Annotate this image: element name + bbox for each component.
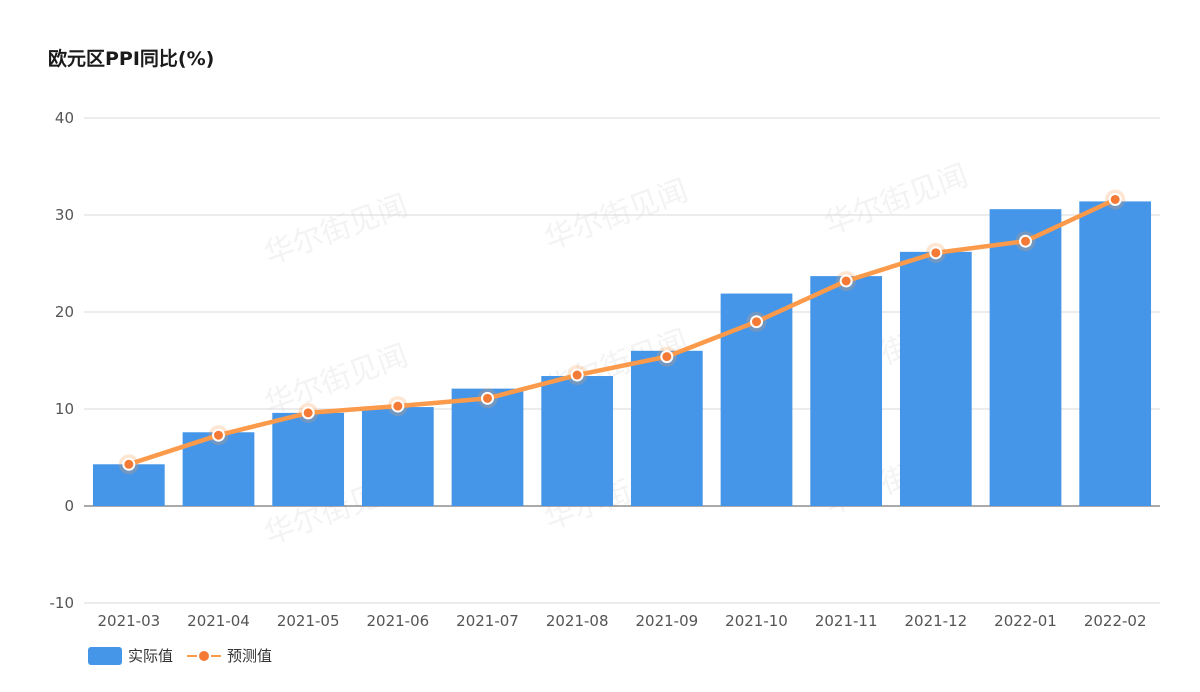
bar <box>630 350 703 506</box>
x-tick-label: 2022-02 <box>1084 612 1147 630</box>
point <box>301 406 315 420</box>
legend-bar-swatch <box>88 646 122 665</box>
bar <box>810 276 883 506</box>
bar <box>899 251 972 506</box>
x-tick-label: 2021-10 <box>725 612 788 630</box>
y-tick-label: 0 <box>64 497 74 515</box>
legend-line-swatch <box>187 647 222 665</box>
point <box>839 274 853 288</box>
y-tick-label: -10 <box>50 594 75 612</box>
bar <box>361 407 434 506</box>
point <box>1019 234 1032 248</box>
legend-item-actual[interactable]: 实际值 <box>88 645 173 666</box>
bar <box>541 376 614 506</box>
x-tick-label: 2021-09 <box>635 612 698 630</box>
legend: 实际值 预测值 <box>88 645 286 666</box>
point <box>481 391 494 405</box>
series-line-forecast <box>126 197 1118 467</box>
point <box>212 428 225 442</box>
x-tick-label: 2021-04 <box>187 612 250 630</box>
x-tick-label: 2021-07 <box>456 612 519 630</box>
chart-title: 欧元区PPI同比(%) <box>48 48 215 70</box>
legend-label-forecast: 预测值 <box>227 647 273 665</box>
point <box>929 246 943 260</box>
point <box>660 350 674 364</box>
legend-item-forecast[interactable]: 预测值 <box>187 645 272 666</box>
x-tick-label: 2021-06 <box>366 612 429 630</box>
bar <box>989 209 1062 506</box>
y-tick-label: 20 <box>55 303 74 321</box>
x-tick-label: 2021-05 <box>277 612 340 630</box>
bar <box>1079 201 1152 507</box>
point <box>750 315 763 329</box>
x-tick-label: 2022-01 <box>994 612 1057 630</box>
y-tick-label: 30 <box>55 206 74 224</box>
point <box>570 368 584 382</box>
x-tick-label: 2021-08 <box>546 612 609 630</box>
bar <box>92 464 165 506</box>
x-tick-label: 2021-03 <box>97 612 160 630</box>
x-tick-label: 2021-12 <box>904 612 967 630</box>
y-tick-label: 40 <box>55 109 74 127</box>
x-tick-label: 2021-11 <box>815 612 878 630</box>
bar <box>272 412 345 506</box>
bar <box>451 388 524 506</box>
point <box>122 457 136 471</box>
point <box>1108 192 1122 206</box>
point <box>391 399 405 413</box>
legend-label-actual: 实际值 <box>128 647 174 665</box>
y-tick-label: 10 <box>55 400 74 418</box>
